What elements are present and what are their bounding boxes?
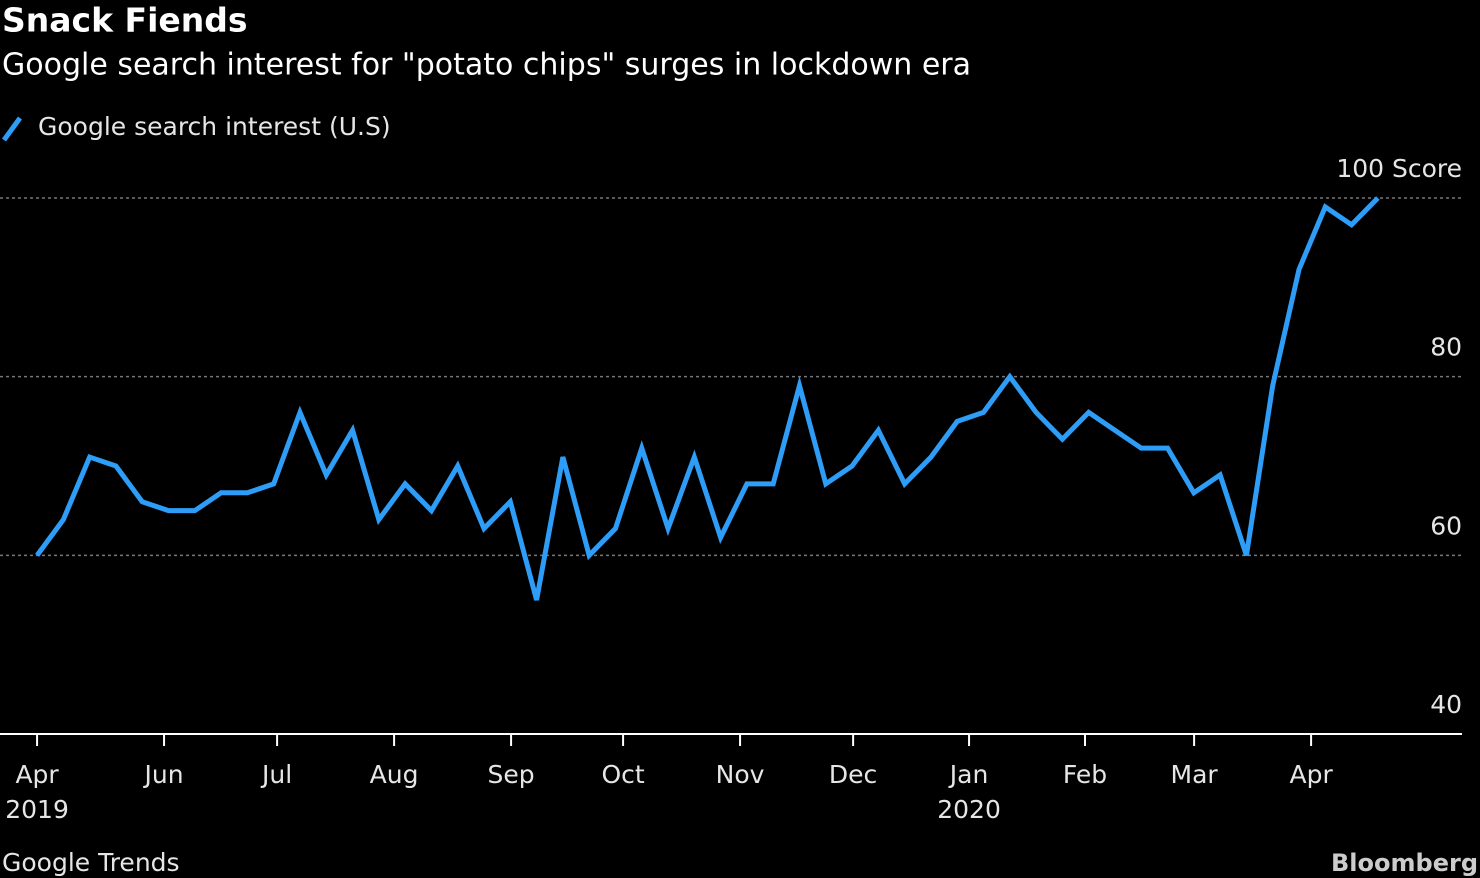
- series-line: [35, 196, 1380, 601]
- x-year-label: 2019: [5, 795, 69, 824]
- brand: Bloomberg: [1331, 849, 1478, 877]
- source: Google Trends: [2, 848, 180, 877]
- x-year-label: 2020: [937, 795, 1001, 824]
- x-tick-label: Sep: [488, 760, 535, 789]
- x-tick-label: Jun: [143, 760, 184, 789]
- chart-subtitle: Google search interest for "potato chips…: [2, 48, 971, 83]
- y-tick-label: 80: [1430, 333, 1462, 362]
- x-tick-label: Feb: [1063, 760, 1107, 789]
- x-tick-label: Jul: [260, 760, 292, 789]
- chart-title: Snack Fiends: [2, 1, 248, 40]
- x-tick-label: Jan: [948, 760, 989, 789]
- legend-label: Google search interest (U.S): [38, 112, 391, 141]
- x-tick-label: Apr: [15, 760, 59, 789]
- y-tick-label: 100 Score: [1336, 154, 1462, 183]
- y-tick-label: 40: [1430, 690, 1462, 719]
- x-tick-label: Oct: [601, 760, 644, 789]
- x-tick-label: Apr: [1289, 760, 1333, 789]
- x-tick-label: Nov: [716, 760, 765, 789]
- y-tick-label: 60: [1430, 511, 1462, 540]
- x-tick-label: Dec: [829, 760, 877, 789]
- x-tick-label: Aug: [370, 760, 419, 789]
- legend-swatch: [1, 116, 23, 142]
- x-tick-label: Mar: [1171, 760, 1219, 789]
